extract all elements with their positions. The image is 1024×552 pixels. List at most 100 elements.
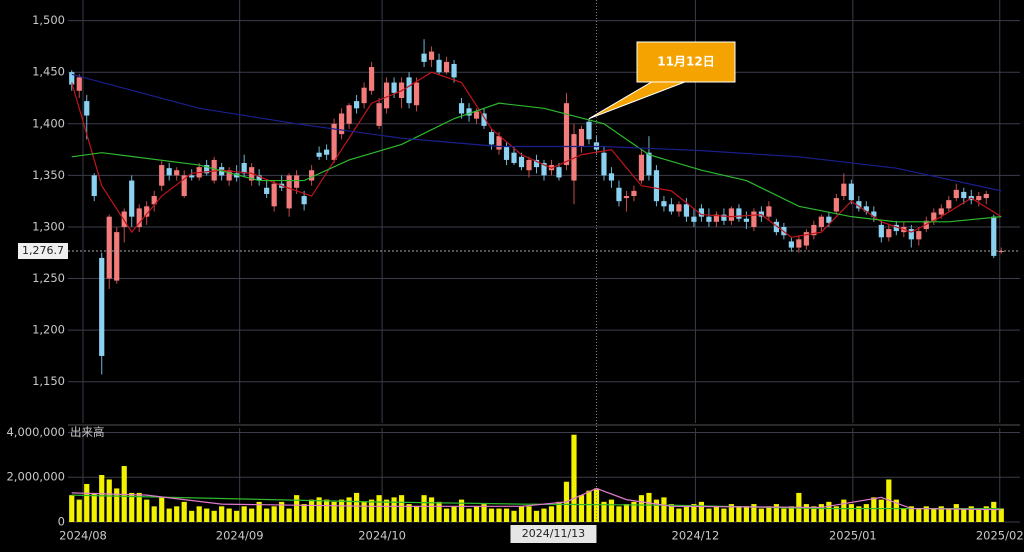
- volume-bar: [938, 506, 944, 522]
- candle-body: [556, 167, 562, 178]
- volume-bar: [503, 508, 510, 522]
- volume-bar: [833, 506, 839, 522]
- volume-bar: [91, 492, 97, 522]
- volume-bar: [324, 499, 330, 522]
- moving-average-line: [71, 71, 1002, 238]
- candle-body: [189, 175, 195, 178]
- volume-bar: [571, 434, 577, 522]
- candle-body: [511, 152, 517, 164]
- volume-bar: [204, 508, 210, 522]
- volume-bar: [271, 506, 277, 522]
- volume-bar: [826, 501, 832, 522]
- volume-bar: [84, 483, 90, 522]
- x-tick-label: 2024/09: [216, 529, 264, 543]
- candle-body: [361, 87, 367, 104]
- volume-bar: [294, 495, 300, 522]
- candle-body: [811, 224, 817, 236]
- volume-title: 出来高: [70, 425, 105, 439]
- volume-bar: [174, 506, 180, 522]
- y-tick-label: 1,150: [32, 374, 65, 388]
- volume-bar: [773, 504, 779, 522]
- volume-bar: [339, 499, 345, 522]
- volume-bar: [713, 506, 720, 522]
- volume-bar: [286, 508, 292, 522]
- candle-body: [668, 204, 675, 212]
- candle-body: [488, 132, 495, 145]
- volume-bar: [803, 504, 809, 522]
- x-tick-label: 2024/10: [358, 529, 406, 543]
- y-tick-label: 1,500: [32, 13, 65, 27]
- candle-body: [518, 156, 525, 168]
- volume-bar: [766, 506, 772, 522]
- callout-box: [636, 41, 736, 83]
- candle-body: [638, 154, 645, 181]
- candle-body: [339, 113, 345, 135]
- candle-body: [114, 232, 120, 281]
- volume-bar: [991, 501, 997, 522]
- volume-bar: [376, 495, 382, 522]
- volume-bar: [219, 506, 225, 522]
- candle-body: [773, 221, 779, 233]
- volume-bar: [923, 506, 929, 522]
- candle-body: [983, 193, 989, 199]
- volume-bar: [751, 504, 757, 522]
- volume-bar: [488, 508, 495, 522]
- crosshair-label: 2024/11/13: [522, 527, 585, 540]
- candle-body: [646, 152, 652, 176]
- volume-bar: [481, 504, 487, 522]
- x-tick-label: 2025/01: [829, 529, 877, 543]
- volume-bar: [301, 504, 307, 522]
- candle-body: [181, 175, 187, 197]
- candle-body: [616, 187, 622, 202]
- candle-body: [601, 152, 607, 176]
- volume-bar: [728, 504, 735, 522]
- candle-body: [383, 82, 390, 109]
- candle-body: [451, 63, 457, 78]
- candle-body: [953, 189, 959, 199]
- moving-average-line: [71, 494, 1002, 510]
- callout-pointer: [588, 79, 691, 120]
- last-price-label: 1,276.7: [22, 244, 64, 257]
- candle-body: [586, 121, 592, 140]
- candle-body: [241, 163, 247, 174]
- y-tick-label: 2,000,000: [6, 470, 65, 484]
- candle-body: [683, 204, 690, 217]
- volume-bar: [166, 508, 172, 522]
- volume-bar: [676, 508, 682, 522]
- candle-body: [961, 191, 967, 199]
- volume-bar: [331, 501, 337, 522]
- volume-bar: [421, 495, 427, 522]
- crosshair-label-box: [510, 525, 597, 543]
- volume-bar: [346, 497, 352, 522]
- candle-body: [856, 201, 862, 209]
- volume-bar: [586, 490, 592, 522]
- volume-bar: [451, 506, 457, 522]
- volume-bar: [863, 504, 869, 522]
- candle-body: [69, 72, 75, 85]
- volume-bar: [998, 508, 1004, 522]
- volume-bar: [383, 499, 390, 522]
- candle-body: [99, 257, 105, 356]
- candle-body: [916, 231, 922, 240]
- volume-bar: [196, 506, 202, 522]
- candle-body: [803, 232, 809, 246]
- candle-body: [976, 196, 982, 201]
- candle-body: [653, 170, 660, 202]
- volume-bar: [406, 504, 412, 522]
- candle-body: [466, 108, 472, 116]
- candle-body: [766, 206, 772, 217]
- volume-bar: [144, 499, 150, 522]
- candle-body: [443, 61, 450, 73]
- volume-bar: [99, 475, 105, 522]
- candle-body: [991, 216, 997, 256]
- candle-body: [931, 212, 937, 221]
- y-tick-label: 1,250: [32, 271, 65, 285]
- candle-body: [863, 206, 869, 212]
- volume-bar: [871, 497, 877, 522]
- volume-bar: [743, 506, 749, 522]
- candle-body: [211, 159, 217, 181]
- candle-body: [121, 211, 127, 227]
- volume-bar: [473, 506, 480, 522]
- volume-bar: [901, 508, 907, 522]
- candle-body: [204, 165, 210, 174]
